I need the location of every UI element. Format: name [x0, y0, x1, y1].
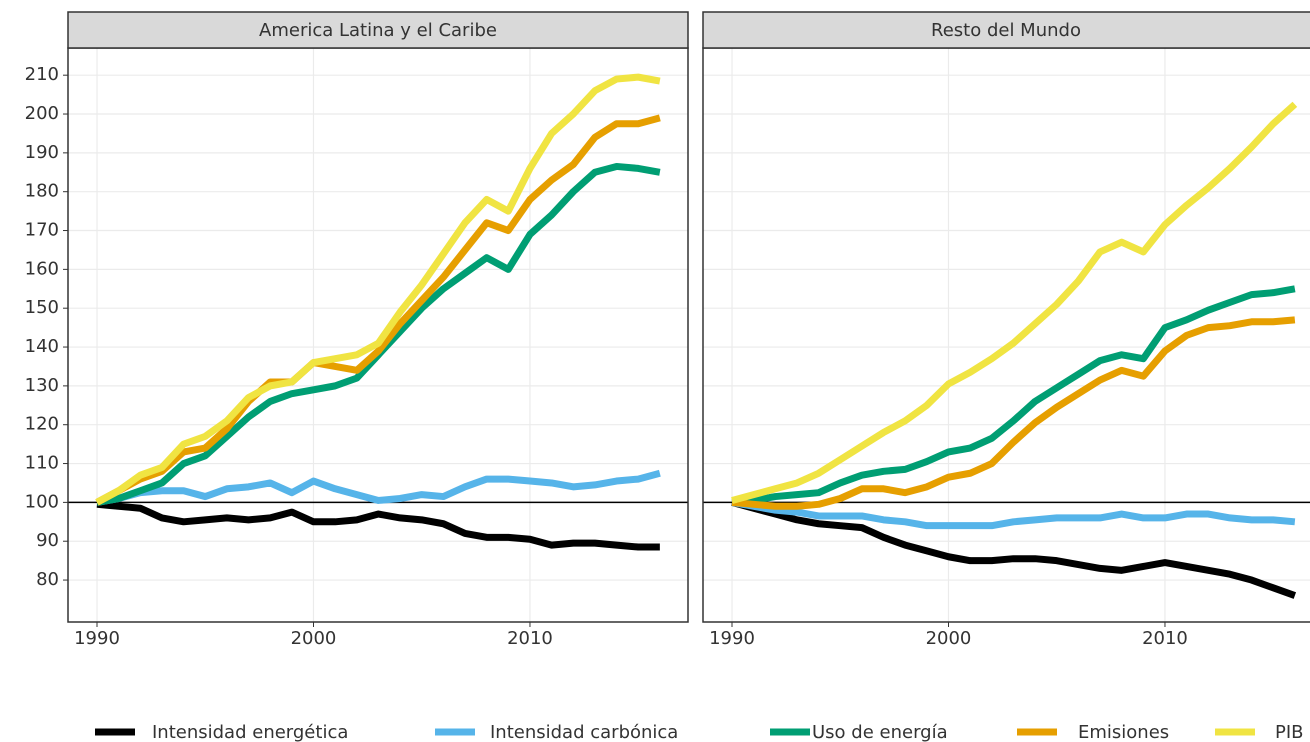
- legend-label: Intensidad carbónica: [490, 722, 678, 742]
- y-tick-label: 120: [25, 414, 59, 435]
- x-tick-label: 2010: [507, 628, 553, 649]
- series-line: [96, 500, 660, 551]
- y-tick-label: 150: [25, 297, 59, 318]
- y-tick-label: 210: [25, 64, 59, 85]
- series-line: [731, 498, 1296, 530]
- y-tick-label: 180: [25, 181, 59, 202]
- series-line: [731, 285, 1296, 506]
- legend-label: Emisiones: [1078, 722, 1169, 742]
- y-tick-label: 130: [25, 375, 59, 396]
- x-tick-label: 1990: [709, 628, 755, 649]
- x-tick-label: 2010: [1142, 628, 1188, 649]
- x-tick-label: 2000: [291, 628, 337, 649]
- y-tick-label: 200: [25, 103, 59, 124]
- strip: [67, 11, 689, 49]
- y-tick-label: 90: [36, 530, 59, 551]
- y-tick-label: 140: [25, 336, 59, 357]
- strip: [702, 11, 1310, 49]
- y-tick-label: 190: [25, 142, 59, 163]
- legend-label: Intensidad energética: [152, 722, 348, 742]
- legend-label: PIB: [1275, 722, 1304, 742]
- y-tick-label: 160: [25, 258, 59, 279]
- series-line: [95, 73, 661, 506]
- y-tick-label: 80: [36, 569, 59, 590]
- legend-label: Uso de energía: [812, 722, 948, 742]
- series-line: [731, 101, 1298, 504]
- y-tick-label: 100: [25, 491, 59, 512]
- series-line: [731, 499, 1297, 599]
- x-tick-label: 2000: [926, 628, 972, 649]
- panel-background: [703, 48, 1310, 622]
- series-line: [95, 114, 661, 506]
- strip-title: America Latina y el Caribe: [259, 20, 497, 41]
- x-tick-label: 1990: [74, 628, 120, 649]
- strip-title: Resto del Mundo: [931, 20, 1081, 41]
- panel-background: [68, 48, 688, 622]
- y-tick-label: 110: [25, 453, 59, 474]
- y-tick-label: 170: [25, 220, 59, 241]
- series-line: [96, 469, 661, 506]
- series-line: [731, 316, 1296, 510]
